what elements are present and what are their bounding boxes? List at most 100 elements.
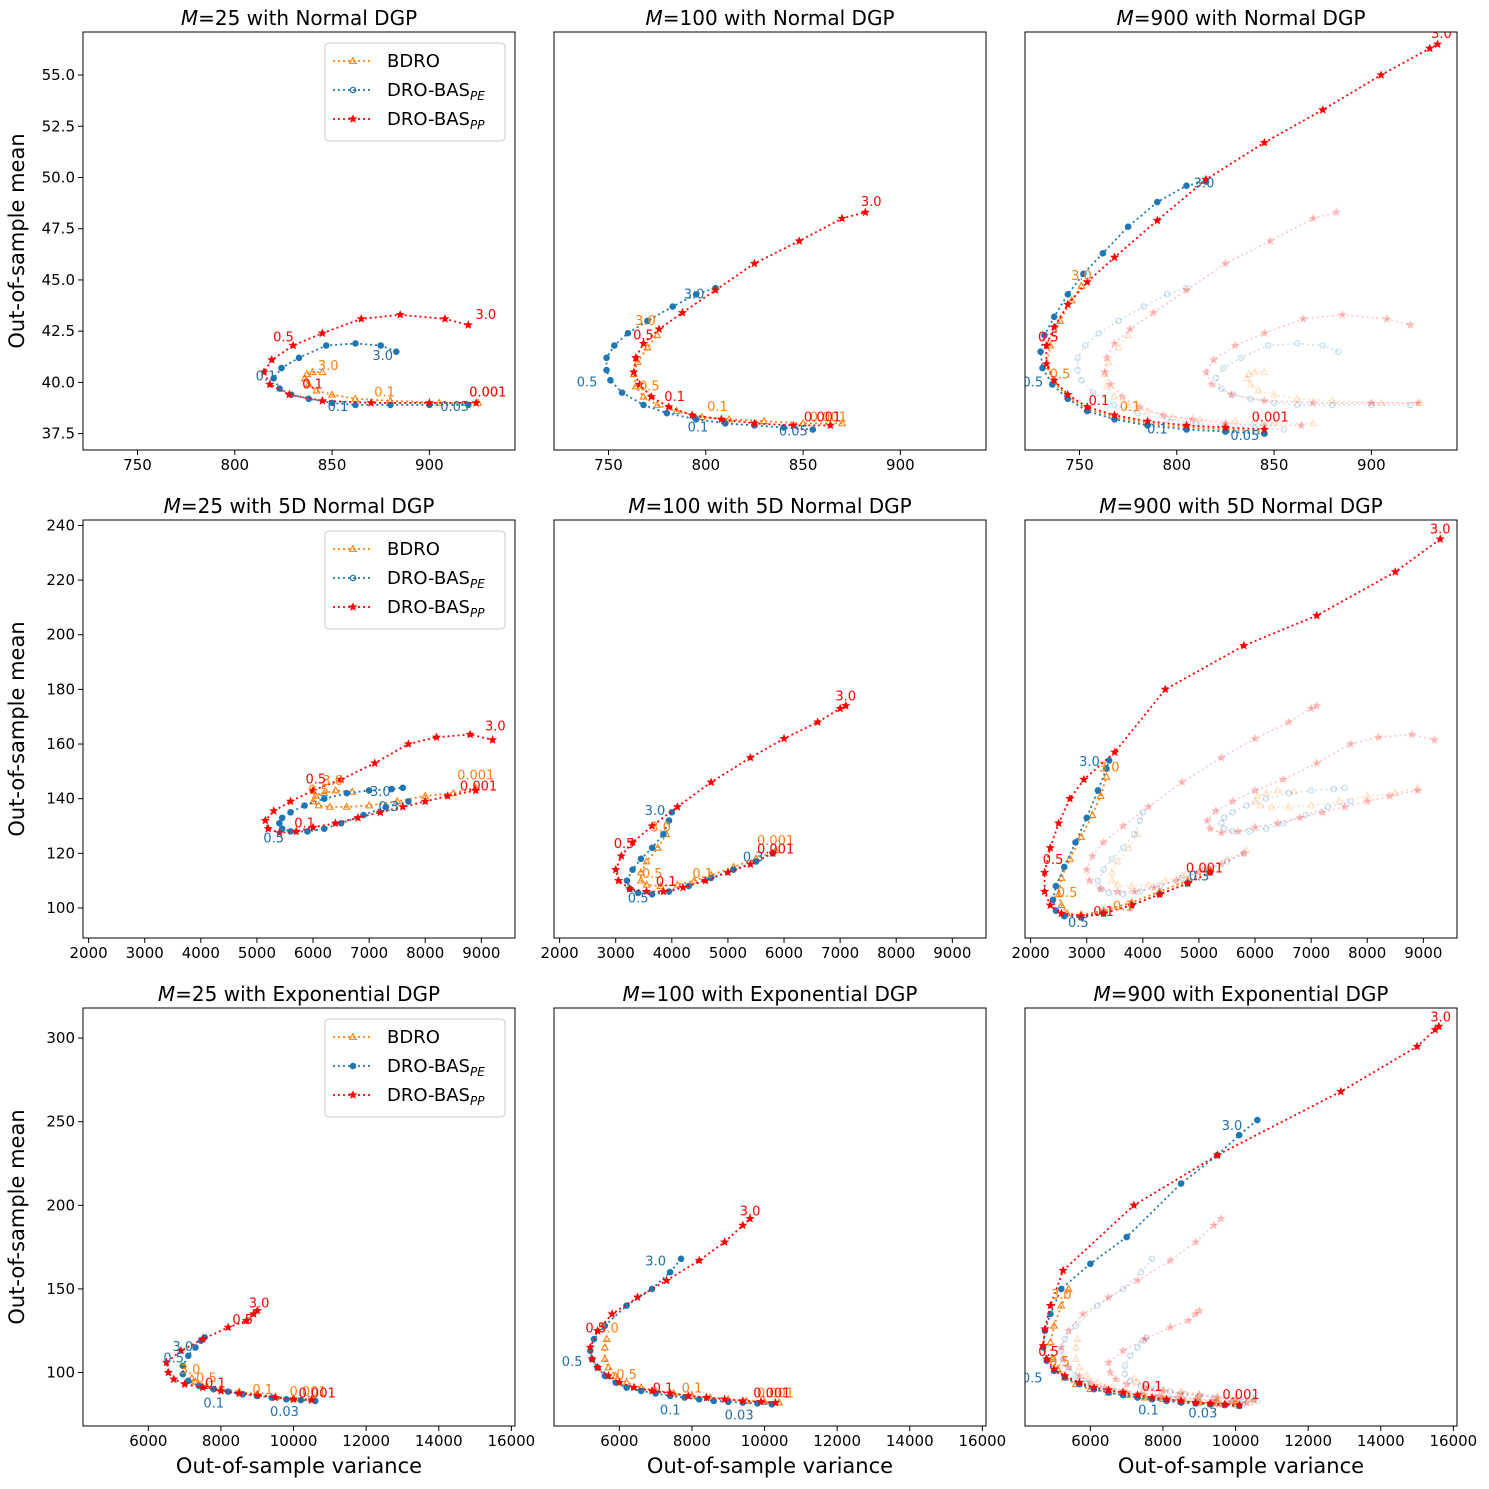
ghost-point bbox=[1240, 850, 1248, 857]
data-point-dro-bas_pp bbox=[176, 1345, 186, 1355]
x-tick-label: 12000 bbox=[1284, 1432, 1332, 1450]
annotation-label: 3.0 bbox=[835, 689, 856, 704]
data-point-dro-bas_pp bbox=[779, 733, 789, 743]
annotation-label: 0.5 bbox=[273, 330, 294, 345]
data-point-dro-bas_pe bbox=[623, 1384, 630, 1391]
annotation-label: 3.0 bbox=[1099, 760, 1120, 775]
data-point-dro-bas_pe bbox=[665, 817, 673, 824]
data-point-dro-bas_pp bbox=[860, 207, 870, 217]
annotation-label: 3.0 bbox=[475, 308, 496, 323]
data-point-dro-bas_pp bbox=[647, 821, 657, 830]
ghost-point bbox=[1111, 1374, 1121, 1384]
ghost-point bbox=[1140, 1388, 1149, 1397]
data-point-dro-bas_pe bbox=[1254, 1116, 1261, 1124]
ghost-point bbox=[1205, 823, 1215, 833]
data-point-dro-bas_pp bbox=[1435, 534, 1445, 544]
x-tick-label: 800 bbox=[691, 456, 720, 474]
ghost-point bbox=[1259, 396, 1269, 405]
data-point-dro-bas_pe bbox=[1094, 787, 1102, 794]
ghost-point bbox=[1251, 424, 1258, 431]
data-point-dro-bas_pp bbox=[308, 822, 318, 832]
data-point-dro-bas_pp bbox=[1110, 747, 1120, 757]
annotation-label: 3.0 bbox=[485, 719, 506, 734]
ghost-point bbox=[1143, 406, 1152, 414]
x-tick-label: 6000 bbox=[1236, 944, 1274, 962]
ghost-point bbox=[1124, 843, 1133, 851]
ghost-point bbox=[1094, 1302, 1101, 1309]
ghost-point bbox=[1376, 398, 1386, 406]
data-point-dro-bas_pe bbox=[677, 1255, 685, 1263]
legend-label-main: BDRO bbox=[387, 51, 440, 72]
data-point-dro-bas_pe bbox=[301, 802, 308, 809]
data-point-bdro bbox=[1057, 900, 1066, 909]
data-point-dro-bas_pp bbox=[356, 314, 366, 323]
ghost-point bbox=[1136, 817, 1144, 824]
data-point-dro-bas_pp bbox=[260, 815, 270, 825]
data-point-dro-bas_pp bbox=[585, 1342, 595, 1352]
ghost-point bbox=[1330, 785, 1337, 793]
y-tick-label: 250 bbox=[46, 1113, 75, 1131]
data-point-dro-bas_pp bbox=[1183, 878, 1193, 888]
data-point-dro-bas_pp bbox=[1143, 416, 1153, 426]
ghost-point bbox=[1176, 1388, 1186, 1398]
ghost-point bbox=[1429, 735, 1440, 744]
ghost-point bbox=[1084, 875, 1095, 885]
x-tick-label: 750 bbox=[594, 456, 623, 474]
ghost-point bbox=[1413, 783, 1422, 791]
legend-label: BDRO bbox=[387, 539, 440, 560]
series-line-dro-bas_pp bbox=[614, 704, 847, 893]
subplot-5: M=100 with 5D Normal DGP 2000 3000 4000 5000… bbox=[541, 494, 987, 962]
data-point-dro-bas_pp bbox=[336, 774, 346, 784]
x-tick-label: 14000 bbox=[415, 1432, 463, 1450]
series-line-dro-bas_pe bbox=[181, 1336, 316, 1402]
annotation-label: 0.001 bbox=[1222, 1388, 1259, 1403]
data-point-bdro bbox=[631, 381, 640, 390]
ghost-point bbox=[1056, 1342, 1066, 1352]
annotation-label: 0.5 bbox=[308, 784, 329, 799]
series-line-bdro bbox=[1057, 776, 1211, 916]
ghost-point bbox=[1245, 1398, 1255, 1406]
data-point-bdro bbox=[652, 400, 662, 408]
data-point-dro-bas_pe bbox=[405, 798, 412, 805]
annotation-label: 0.1 bbox=[688, 421, 709, 436]
data-point-dro-bas_pp bbox=[1038, 1340, 1048, 1350]
annotation-label: 3.0 bbox=[1079, 755, 1100, 770]
ghost-point bbox=[1137, 1382, 1145, 1390]
ghost-point bbox=[1273, 785, 1282, 794]
data-point-dro-bas_pe bbox=[603, 366, 610, 374]
data-point-dro-bas_pe bbox=[624, 329, 632, 337]
data-point-dro-bas_pe bbox=[320, 825, 328, 833]
data-point-dro-bas_pp bbox=[1076, 911, 1086, 921]
data-point-bdro bbox=[348, 787, 357, 795]
ghost-point bbox=[1220, 825, 1228, 833]
data-point-bdro bbox=[312, 386, 321, 394]
annotation-label: 0.1 bbox=[1138, 1403, 1159, 1418]
ghost-point bbox=[1181, 1390, 1189, 1398]
ghost-point bbox=[1272, 818, 1283, 828]
data-point-dro-bas_pp bbox=[1040, 1324, 1050, 1333]
ghost-point bbox=[1302, 811, 1309, 819]
data-point-dro-bas_pp bbox=[263, 823, 273, 833]
ghost-point bbox=[1158, 410, 1168, 420]
title-m-symbol: M bbox=[1094, 982, 1111, 1006]
data-point-dro-bas_pp bbox=[1063, 389, 1073, 399]
annotation-label: 0.5 bbox=[577, 375, 598, 390]
ghost-point bbox=[1058, 1354, 1068, 1363]
title-text: =900 with Exponential DGP bbox=[1111, 982, 1389, 1006]
data-point-dro-bas_pp bbox=[647, 1386, 657, 1395]
ghost-point bbox=[1324, 803, 1332, 811]
ghost-line-bdro bbox=[1111, 833, 1247, 887]
data-point-dro-bas_pp bbox=[370, 758, 380, 768]
subplot-7: M=25 with Exponential DGP 6000 8000 10000 12… bbox=[5, 982, 535, 1478]
x-tick-label: 850 bbox=[1260, 456, 1289, 474]
legend-label-main: BDRO bbox=[387, 539, 440, 560]
ghost-point bbox=[1254, 1397, 1261, 1405]
axes-frame bbox=[82, 519, 516, 939]
ghost-point bbox=[1082, 1371, 1091, 1379]
subplot-3: M=900 with Normal DGP 750 800 850 900 3.0 0.5 0… bbox=[1024, 6, 1458, 474]
ghost-point bbox=[1140, 1334, 1150, 1343]
ghost-point bbox=[1065, 1364, 1072, 1371]
ghost-point bbox=[1363, 791, 1372, 799]
